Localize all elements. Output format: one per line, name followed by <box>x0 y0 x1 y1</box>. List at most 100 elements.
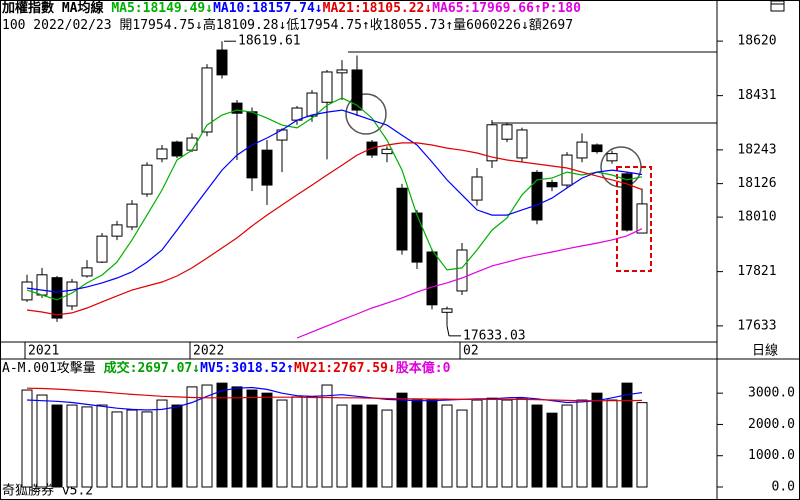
volume-bar <box>381 409 393 488</box>
volume-bar <box>546 412 558 488</box>
volume-bar <box>216 382 228 488</box>
candle-body <box>441 308 453 313</box>
ma-line <box>26 387 643 402</box>
candle-body <box>531 171 543 221</box>
y-tick-label: 18243 <box>737 142 776 157</box>
candle-body <box>636 203 648 234</box>
candle-body <box>576 141 588 159</box>
candle-body <box>141 164 153 195</box>
x-tick-label: 02 <box>463 344 479 359</box>
volume-bar <box>336 404 348 488</box>
volume-bar <box>321 384 333 488</box>
candle-body <box>411 212 423 263</box>
volume-bar <box>231 386 243 488</box>
legend-item: P:180 <box>541 1 581 16</box>
volume-header: A-M.001攻擊量 成交:2697.07↓MV5:3018.52↑MV21:2… <box>2 361 715 376</box>
annotation-leader <box>446 325 450 336</box>
ma-line <box>26 142 643 316</box>
volume-bar <box>141 411 153 488</box>
candle-body <box>96 235 108 263</box>
candle-body <box>231 102 243 114</box>
volume-bar <box>531 404 543 488</box>
y-tick-label: 18126 <box>737 176 776 191</box>
highlight-circle <box>345 93 387 135</box>
volume-bar <box>246 389 258 488</box>
candle-body <box>591 144 603 153</box>
volume-bar <box>261 392 273 488</box>
volume-bar <box>291 396 303 488</box>
y-tick-label: 18010 <box>737 210 776 225</box>
candle-body <box>126 203 138 228</box>
candle-body <box>606 153 618 162</box>
volume-bar <box>471 399 483 488</box>
volume-bar <box>51 404 63 488</box>
highlight-box <box>616 166 652 272</box>
volume-bar <box>21 389 33 488</box>
chart-title: A-M.001攻擊量 <box>2 361 96 376</box>
max-annotation: 18619.61 <box>238 34 301 49</box>
candle-body <box>201 67 213 133</box>
volume-bar <box>126 409 138 488</box>
volume-bar <box>501 399 513 488</box>
candle-body <box>66 281 78 307</box>
candle-body <box>321 71 333 103</box>
candle-body <box>111 224 123 237</box>
candle-body <box>381 148 393 155</box>
volume-bar <box>81 406 93 488</box>
candle-body <box>546 181 558 188</box>
volume-bar <box>186 386 198 488</box>
volume-bar <box>456 409 468 488</box>
volume-bar <box>66 404 78 488</box>
legend: MA5:18149.49↓MA10:18157.74↓MA21:18105.22… <box>111 1 581 16</box>
candle-body <box>336 69 348 74</box>
ma-line <box>26 109 643 293</box>
x-tick-label: 2022 <box>193 344 224 359</box>
volume-bar <box>621 382 633 488</box>
candle-body <box>396 187 408 251</box>
candle-body <box>81 267 93 277</box>
candle-body <box>306 92 318 117</box>
volume-bar <box>396 392 408 488</box>
volume-bar <box>351 404 363 488</box>
candle-body <box>261 149 273 186</box>
candle-body <box>426 251 438 306</box>
volume-bar <box>411 399 423 488</box>
legend-item: MA21:18105.22↓ <box>322 1 433 16</box>
legend-item: MA65:17969.66↑ <box>432 1 542 16</box>
candle-body <box>486 124 498 162</box>
y-tick-label: 3000.0 <box>748 386 795 401</box>
ma-line <box>26 386 643 411</box>
candle-body <box>156 148 168 160</box>
candle-body <box>621 173 633 231</box>
volume-bar <box>441 404 453 488</box>
candle-body <box>516 129 528 159</box>
period-label[interactable]: 日線 <box>752 343 778 359</box>
window-icon[interactable] <box>770 0 785 12</box>
volume-bar <box>516 397 528 488</box>
y-tick-label: 18620 <box>737 34 776 49</box>
volume-bar <box>306 396 318 488</box>
y-tick-label: 0.0 <box>772 480 795 495</box>
candle-body <box>351 69 363 111</box>
ma-line <box>26 97 643 301</box>
candle-body <box>216 49 228 76</box>
y-tick-label: 2000.0 <box>748 417 795 432</box>
candle-body <box>561 154 573 186</box>
y-tick-label: 17633 <box>737 318 776 333</box>
candle-body <box>501 124 513 140</box>
footer: 奇狐勝券 v5.2 <box>2 483 93 499</box>
volume-bar <box>156 399 168 488</box>
volume-bar <box>111 411 123 488</box>
legend-item: MV21:2767.59↓ <box>294 361 396 376</box>
volume-bar <box>426 399 438 488</box>
candle-body <box>291 107 303 121</box>
legend-item: 成交:2697.07↓ <box>103 361 201 376</box>
legend-item: MA5:18149.49↓ <box>111 1 214 16</box>
candle-body <box>171 141 183 157</box>
volume-bar <box>576 399 588 488</box>
candle-body <box>36 274 48 296</box>
volume-bar <box>636 402 648 488</box>
volume-bar <box>171 404 183 488</box>
